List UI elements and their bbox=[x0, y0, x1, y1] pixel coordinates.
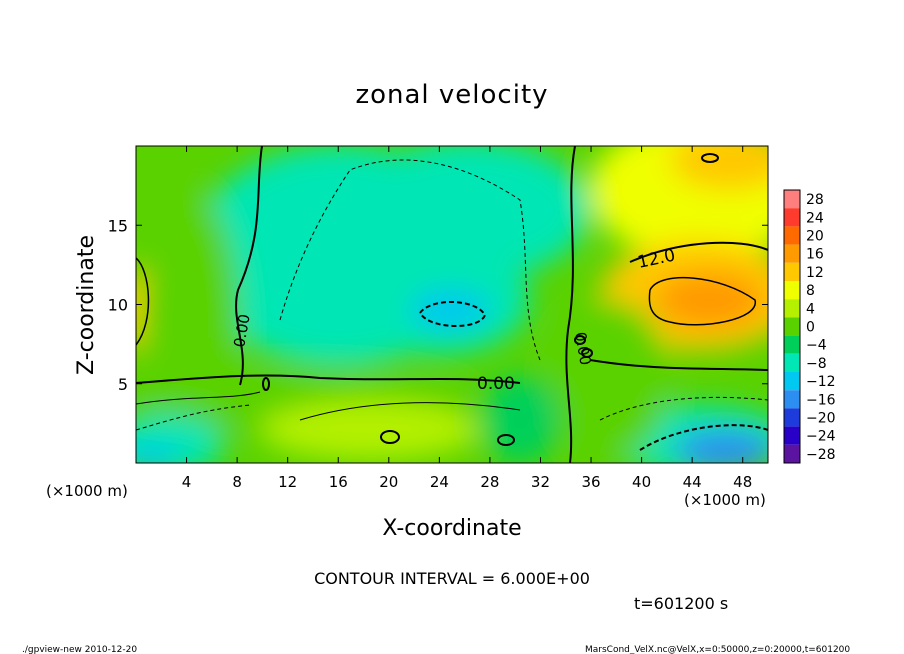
x-tick-label: 28 bbox=[480, 473, 499, 491]
contour-line bbox=[299, 402, 521, 421]
colorbar-swatch bbox=[784, 281, 800, 300]
contour-line bbox=[629, 241, 768, 263]
colorbar-swatch bbox=[784, 244, 800, 263]
x-axis-label: X-coordinate bbox=[382, 516, 521, 541]
x-tick-label: 36 bbox=[581, 473, 600, 491]
colorbar-label: −4 bbox=[806, 338, 827, 354]
plot-area bbox=[136, 146, 768, 463]
colorbar-label: 8 bbox=[806, 283, 815, 299]
field-region bbox=[350, 146, 590, 280]
contour-line bbox=[136, 374, 521, 384]
colorbar-swatch bbox=[784, 299, 800, 318]
contour-lines bbox=[136, 146, 768, 463]
footer-right: MarsCond_VelX.nc@VelX,x=0:50000,z=0:2000… bbox=[585, 645, 850, 654]
contour-line bbox=[599, 396, 768, 421]
field-region bbox=[136, 446, 180, 463]
contour-label-0-center: 0.00 bbox=[477, 374, 515, 394]
colorbar-swatch bbox=[784, 372, 800, 391]
contour-line bbox=[235, 146, 263, 386]
y-axis-label: Z-coordinate bbox=[74, 235, 99, 375]
field-region bbox=[136, 415, 225, 463]
contour-line bbox=[279, 159, 541, 361]
x-tick-label: 32 bbox=[531, 473, 550, 491]
colorbar-swatch bbox=[784, 408, 800, 427]
colorbar-swatch bbox=[784, 426, 800, 445]
field-region bbox=[670, 146, 768, 190]
contour-line bbox=[701, 153, 719, 163]
colorbar-label: −20 bbox=[806, 411, 836, 427]
x-tick-label: 24 bbox=[430, 473, 449, 491]
field-region bbox=[590, 146, 768, 260]
colorbar-label: 20 bbox=[806, 229, 824, 245]
colorbar-frame bbox=[783, 189, 801, 464]
field-region bbox=[550, 300, 670, 460]
colorbar-swatch bbox=[784, 335, 800, 354]
contour-line bbox=[581, 348, 593, 358]
colorbar-label: 16 bbox=[806, 247, 824, 263]
x-tick-label: 44 bbox=[683, 473, 702, 491]
colorbar-swatch bbox=[784, 190, 800, 209]
colorbar-swatch bbox=[784, 390, 800, 409]
contour-line bbox=[589, 359, 768, 371]
field-region bbox=[675, 430, 768, 463]
colorbar-label: −8 bbox=[806, 356, 827, 372]
contour-line bbox=[262, 377, 270, 391]
contour-line bbox=[380, 430, 400, 444]
contour-line bbox=[419, 301, 487, 327]
contour-interval-text: CONTOUR INTERVAL = 6.000E+00 bbox=[314, 569, 590, 588]
x-tick-label: 16 bbox=[329, 473, 348, 491]
contour-label-0-right: 0.00 bbox=[571, 331, 595, 367]
field-region bbox=[655, 272, 765, 328]
contour-line bbox=[648, 276, 756, 326]
x-tick-label: 48 bbox=[733, 473, 752, 491]
contour-line bbox=[574, 335, 586, 345]
x-tick-label: 8 bbox=[232, 473, 242, 491]
colorbar-label: −16 bbox=[806, 392, 836, 408]
y-tick-label: 15 bbox=[108, 216, 128, 235]
colorbar-label: 4 bbox=[806, 301, 815, 317]
colorbar-label: 28 bbox=[806, 192, 824, 208]
colorbar-label: −28 bbox=[806, 447, 836, 463]
x-unit-left: (×1000 m) bbox=[46, 482, 128, 500]
colorbar: 28 24 20 16 12 8 4 0 −4 −8 −12 −16 −20 −24 −28 bbox=[783, 189, 836, 464]
x-unit-right: (×1000 m) bbox=[684, 491, 766, 509]
y-tick-label: 5 bbox=[118, 375, 128, 394]
colorbar-label: 12 bbox=[806, 265, 824, 281]
contour-line bbox=[136, 257, 150, 346]
colorbar-label: 0 bbox=[806, 320, 815, 336]
field-region bbox=[480, 375, 560, 463]
x-tick-label: 4 bbox=[182, 473, 192, 491]
colorbar-swatch bbox=[784, 208, 800, 227]
contour-line bbox=[639, 424, 768, 451]
y-tick-label: 10 bbox=[108, 296, 128, 315]
x-tick-label: 12 bbox=[278, 473, 297, 491]
colorbar-label: 24 bbox=[806, 210, 824, 226]
colorbar-swatch bbox=[784, 353, 800, 372]
velocity-field bbox=[136, 146, 768, 463]
contour-line bbox=[565, 146, 576, 463]
contour-line bbox=[497, 434, 515, 446]
chart-title: zonal velocity bbox=[355, 80, 548, 110]
field-region bbox=[410, 290, 490, 330]
time-label: t=601200 s bbox=[634, 594, 728, 613]
colorbar-label: −24 bbox=[806, 429, 836, 445]
contour-line bbox=[136, 391, 261, 405]
field-region bbox=[260, 400, 480, 460]
x-tick-label: 40 bbox=[632, 473, 651, 491]
footer-left: ./gpview-new 2010-12-20 bbox=[22, 645, 137, 654]
x-axis-ticks: 4 8 12 16 20 24 28 32 36 40 44 48 bbox=[182, 146, 752, 491]
contour-line bbox=[136, 404, 251, 431]
x-tick-label: 20 bbox=[379, 473, 398, 491]
colorbar-swatch bbox=[784, 444, 800, 463]
colorbar-swatch bbox=[784, 262, 800, 281]
colorbar-swatch bbox=[784, 317, 800, 336]
contour-label-0-left: 0.00 bbox=[230, 313, 254, 349]
y-axis-ticks: 5 10 15 bbox=[108, 216, 768, 394]
colorbar-label: −12 bbox=[806, 374, 836, 390]
colorbar-swatch bbox=[784, 226, 800, 245]
